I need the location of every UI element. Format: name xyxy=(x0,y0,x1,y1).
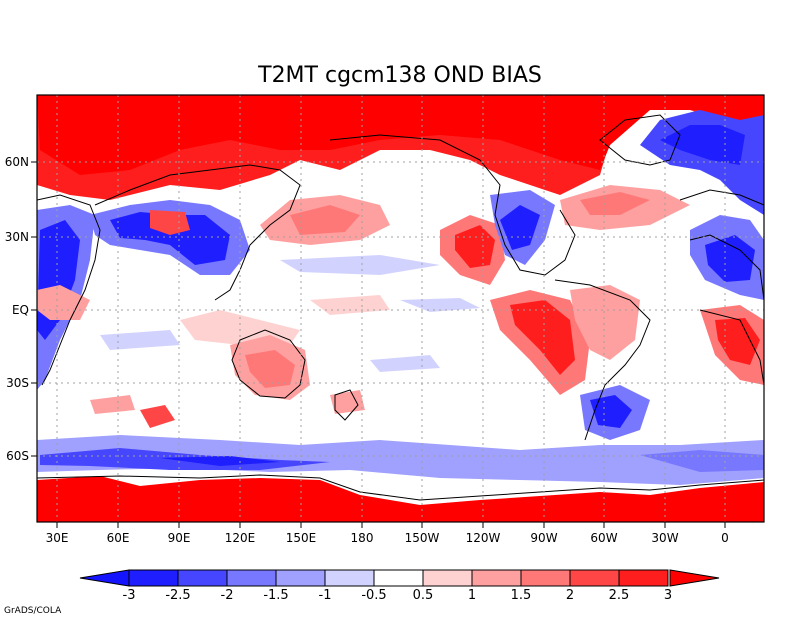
lon-tick-label: 180 xyxy=(351,531,374,545)
lat-tick-label: EQ xyxy=(12,303,29,317)
lon-tick-label: 30E xyxy=(46,531,69,545)
colorbar-label: -2.5 xyxy=(165,588,190,603)
colorbar-swatch xyxy=(569,569,620,587)
lon-tick-label: 150E xyxy=(286,531,317,545)
colorbar-swatch xyxy=(226,569,277,587)
colorbar-under-arrow xyxy=(79,569,130,587)
colorbar-label: -3 xyxy=(123,588,136,603)
lat-tick-label: 60N xyxy=(5,155,29,169)
lon-tick-label: 60E xyxy=(107,531,130,545)
lon-tick-label: 90W xyxy=(530,531,557,545)
colorbar-label: 0.5 xyxy=(413,588,434,603)
lon-tick-label: 120W xyxy=(466,531,501,545)
colorbar-swatch xyxy=(520,569,571,587)
colorbar-label: 2 xyxy=(566,588,574,603)
colorbar-label: -2 xyxy=(221,588,234,603)
lon-tick-label: 60W xyxy=(590,531,617,545)
colorbar-label: 1 xyxy=(468,588,476,603)
lon-tick-label: 150W xyxy=(405,531,440,545)
lon-tick-label: 30W xyxy=(651,531,678,545)
credit-text: GrADS/COLA xyxy=(4,606,62,616)
colorbar: -3 -2.5 -2 -1.5 -1 -0.5 0.5 1 1.5 2 2.5 … xyxy=(79,569,720,603)
colorbar-swatch xyxy=(422,569,473,587)
colorbar-label: -1.5 xyxy=(263,588,288,603)
antarctica-warm-region xyxy=(37,476,764,522)
coastlines xyxy=(37,114,764,501)
colorbar-swatch xyxy=(471,569,522,587)
graticule xyxy=(37,95,764,522)
map-frame xyxy=(36,94,765,523)
colorbar-swatch xyxy=(618,569,669,587)
southern-ocean-cold-band xyxy=(37,435,764,485)
map-plot-area xyxy=(37,95,764,522)
colorbar-label: -1 xyxy=(319,588,332,603)
lat-tick-label: 30S xyxy=(6,376,29,390)
lon-tick-label: 120E xyxy=(225,531,256,545)
lon-tick-label: 90E xyxy=(168,531,191,545)
colorbar-label: 3 xyxy=(664,588,672,603)
colorbar-swatch xyxy=(275,569,326,587)
colorbar-swatch xyxy=(128,569,179,587)
colorbar-label: 1.5 xyxy=(511,588,532,603)
map-title: T2MT cgcm138 OND BIAS xyxy=(257,63,542,88)
colorbar-swatch xyxy=(373,569,424,587)
colorbar-label: -0.5 xyxy=(361,588,386,603)
colorbar-swatch xyxy=(177,569,228,587)
lat-tick-label: 30N xyxy=(5,230,29,244)
colorbar-swatch xyxy=(324,569,375,587)
colorbar-label: 2.5 xyxy=(609,588,630,603)
lat-axis: 60N 30N EQ 30S 60S xyxy=(5,155,37,463)
colorbar-over-arrow xyxy=(669,569,720,587)
lat-tick-label: 60S xyxy=(6,449,29,463)
lon-tick-label: 0 xyxy=(721,531,729,545)
lon-axis: 30E 60E 90E 120E 150E 180 150W 120W 90W … xyxy=(46,522,729,545)
